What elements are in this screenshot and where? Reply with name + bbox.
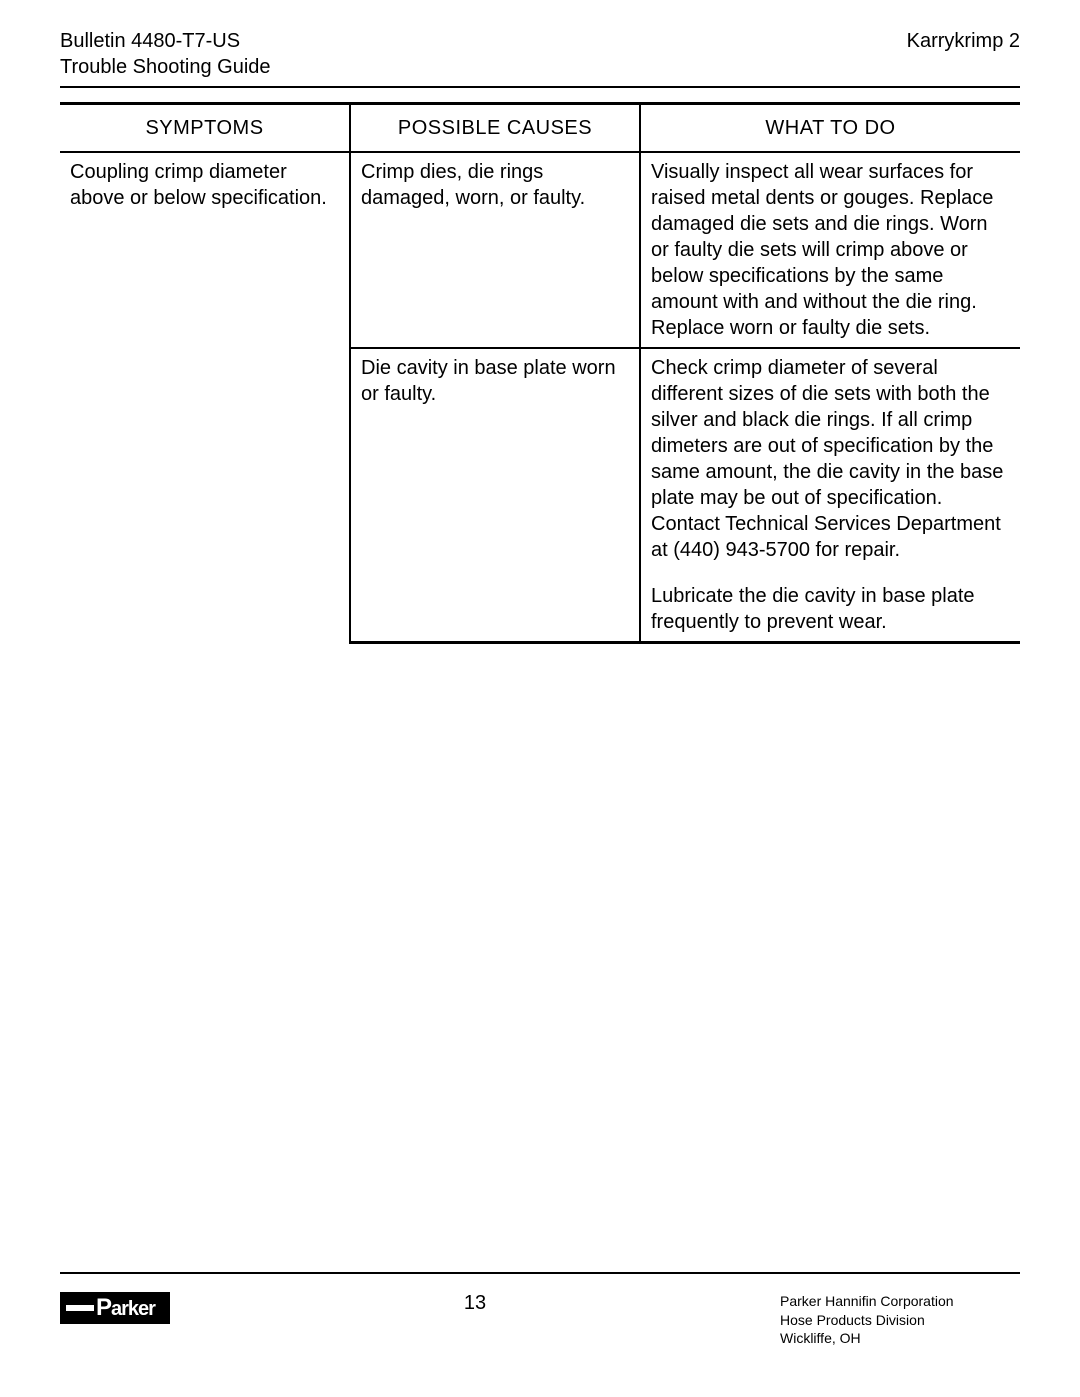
table-row: Coupling crimp diameter above or below s… [60,152,1020,348]
company-location: Wickliffe, OH [780,1329,1020,1347]
troubleshooting-table: SYMPTOMS POSSIBLE CAUSES WHAT TO DO Coup… [60,102,1020,644]
cause-cell: Crimp dies, die rings damaged, worn, or … [350,152,640,348]
bulletin-number: Bulletin 4480-T7-US [60,28,271,54]
company-name: Parker Hannifin Corporation [780,1292,1020,1310]
col-header-whattodo: WHAT TO DO [640,104,1020,153]
parker-logo: Parker [60,1292,170,1324]
action-cell: Check crimp diameter of several differen… [640,348,1020,643]
page-number: 13 [170,1292,780,1315]
document-page: Bulletin 4480-T7-US Trouble Shooting Gui… [0,0,1080,1397]
col-header-causes: POSSIBLE CAUSES [350,104,640,153]
footer-row: Parker 13 Parker Hannifin Corporation Ho… [60,1292,1020,1347]
footer-rule [60,1272,1020,1274]
action-text-secondary: Lubricate the die cavity in base plate f… [651,583,1010,635]
action-text: Check crimp diameter of several differen… [651,355,1010,563]
header-left: Bulletin 4480-T7-US Trouble Shooting Gui… [60,28,271,80]
logo-text: Parker [96,1294,155,1322]
guide-title: Trouble Shooting Guide [60,54,271,80]
table-header-row: SYMPTOMS POSSIBLE CAUSES WHAT TO DO [60,104,1020,153]
footer-company-block: Parker Hannifin Corporation Hose Product… [780,1292,1020,1347]
header-right: Karrykrimp 2 [907,28,1020,80]
col-header-symptoms: SYMPTOMS [60,104,350,153]
symptom-cell: Coupling crimp diameter above or below s… [60,152,350,643]
product-name: Karrykrimp 2 [907,28,1020,54]
cause-cell: Die cavity in base plate worn or faulty. [350,348,640,643]
logo-dash-icon [66,1305,94,1311]
company-division: Hose Products Division [780,1311,1020,1329]
action-cell: Visually inspect all wear surfaces for r… [640,152,1020,348]
page-header: Bulletin 4480-T7-US Trouble Shooting Gui… [60,28,1020,88]
page-footer: Parker 13 Parker Hannifin Corporation Ho… [60,1272,1020,1347]
